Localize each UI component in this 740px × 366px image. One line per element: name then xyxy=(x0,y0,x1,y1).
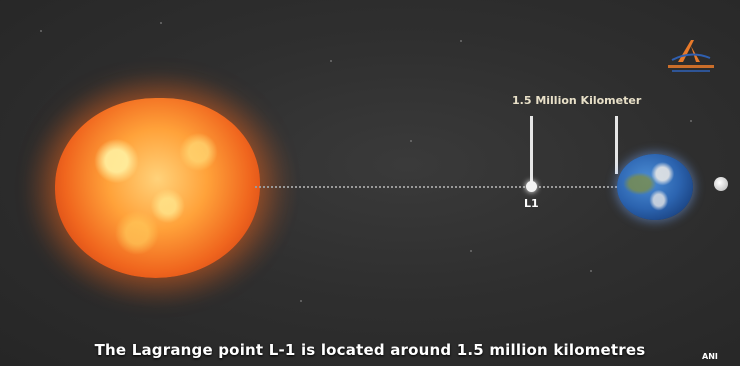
star xyxy=(40,30,42,32)
star xyxy=(470,250,472,252)
l1-label: L1 xyxy=(524,197,539,210)
star xyxy=(460,40,462,42)
star xyxy=(330,60,332,62)
star xyxy=(690,120,692,122)
moon xyxy=(714,177,728,191)
earth xyxy=(617,154,693,220)
star xyxy=(590,270,592,272)
earth-marker-line xyxy=(615,116,618,174)
sun-earth-dotted-line xyxy=(255,186,625,188)
star xyxy=(410,140,412,142)
star xyxy=(160,22,162,24)
l1-point xyxy=(526,181,537,192)
watermark: ANI xyxy=(702,352,718,361)
l1-marker-line xyxy=(530,116,533,186)
caption: The Lagrange point L-1 is located around… xyxy=(94,341,646,359)
star xyxy=(300,300,302,302)
isro-logo-icon xyxy=(668,40,714,72)
sun xyxy=(55,98,260,278)
distance-label: 1.5 Million Kilometer xyxy=(512,94,642,107)
